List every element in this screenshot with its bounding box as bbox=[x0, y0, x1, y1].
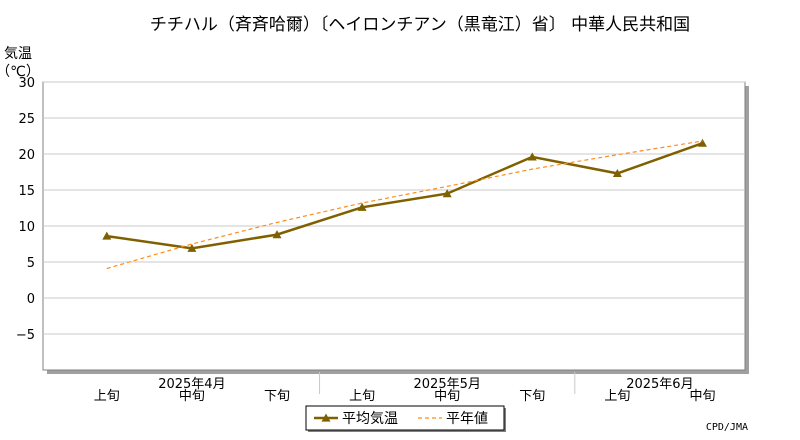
month-label: 2025年5月 bbox=[414, 377, 481, 392]
y-tick-label: −5 bbox=[16, 328, 35, 343]
x-tick-label: 中旬 bbox=[179, 389, 205, 404]
y-tick-label: 5 bbox=[27, 256, 35, 271]
data-point bbox=[697, 138, 707, 147]
x-tick-label: 中旬 bbox=[434, 389, 460, 404]
data-point bbox=[187, 243, 197, 252]
x-tick-label: 上旬 bbox=[94, 389, 120, 404]
chart-title: チチハル（斉斉哈爾）〔ヘイロンチアン（黒竜江）省〕 中華人民共和国 bbox=[150, 15, 690, 35]
legend-label-0: 平均気温 bbox=[342, 411, 398, 427]
y-tick-label: 10 bbox=[18, 220, 35, 235]
month-label: 2025年6月 bbox=[626, 377, 693, 392]
data-point bbox=[102, 231, 112, 240]
y-tick-label: 20 bbox=[18, 148, 35, 163]
data-point bbox=[612, 168, 622, 178]
data-point bbox=[357, 202, 367, 211]
y-tick-label: 15 bbox=[18, 184, 35, 199]
series-line-0 bbox=[106, 142, 703, 250]
data-point bbox=[272, 230, 282, 239]
credit-text: CPD/JMA bbox=[706, 422, 748, 433]
y-tick-label: 25 bbox=[18, 112, 35, 127]
x-tick-label: 下旬 bbox=[519, 389, 545, 404]
data-point bbox=[442, 189, 452, 198]
x-tick-label: 下旬 bbox=[264, 389, 290, 404]
x-tick-label: 中旬 bbox=[689, 389, 715, 404]
y-tick-label: 30 bbox=[18, 76, 35, 91]
x-tick-label: 上旬 bbox=[349, 389, 375, 404]
month-label: 2025年4月 bbox=[158, 377, 225, 392]
data-point bbox=[527, 152, 537, 161]
y-tick-label: 0 bbox=[27, 292, 35, 307]
y-axis-label: 気温（℃） bbox=[0, 46, 40, 80]
legend: 平均気温 平年値 bbox=[305, 405, 506, 432]
legend-marker-0 bbox=[321, 413, 331, 422]
legend-label-1: 平年値 bbox=[446, 411, 488, 427]
x-tick-label: 上旬 bbox=[604, 389, 630, 404]
